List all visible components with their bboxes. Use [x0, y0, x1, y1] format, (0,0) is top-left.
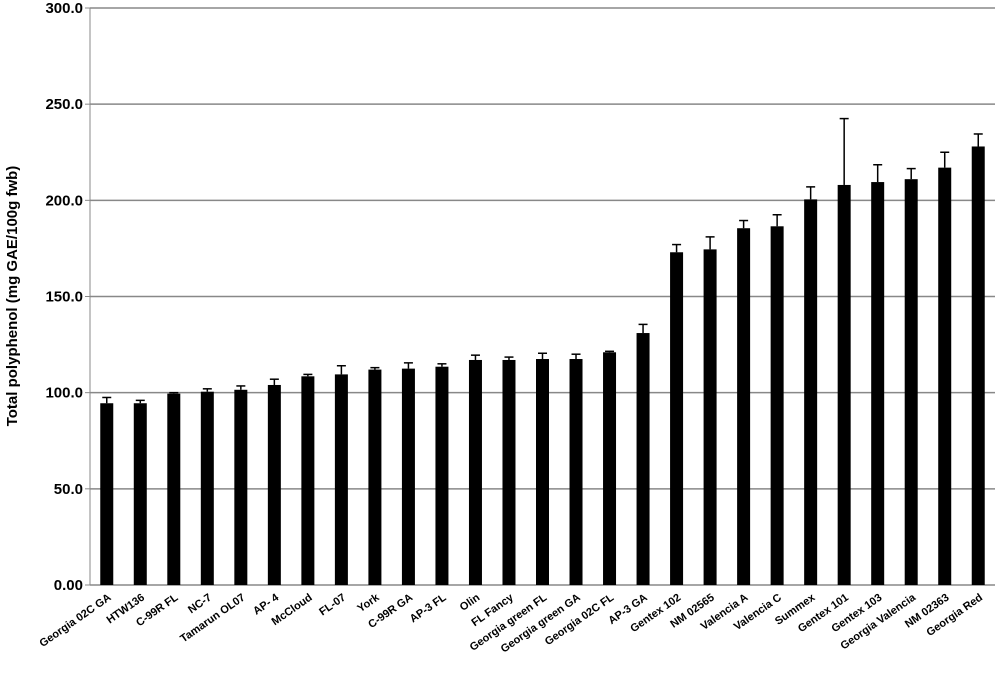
error-bar — [873, 164, 883, 183]
error-bar — [470, 354, 480, 360]
error-bar — [403, 362, 413, 369]
bar — [971, 146, 985, 586]
bar — [703, 249, 717, 585]
y-tick-labels: 0.00 50.0 100.0 150.0 200.0 250.0 300.0 — [45, 0, 83, 594]
error-bar — [336, 364, 346, 375]
y-tick-label: 100.0 — [45, 385, 83, 402]
y-tick-label: 250.0 — [45, 96, 83, 113]
bar — [100, 403, 114, 585]
y-tick-label: 50.0 — [54, 481, 83, 498]
error-bar — [705, 236, 715, 250]
bar — [401, 368, 415, 585]
bar — [938, 167, 952, 586]
bar — [536, 359, 549, 585]
bar — [167, 393, 181, 585]
x-tick-label: FL-07 — [317, 592, 348, 619]
bar — [234, 389, 248, 585]
bar — [368, 369, 382, 585]
y-tick-label: 300.0 — [45, 0, 83, 17]
bar — [301, 376, 315, 585]
bars — [100, 146, 985, 586]
x-tick-label: Olin — [458, 591, 483, 613]
x-tick-label: Tamarun OL07 — [178, 592, 247, 646]
bar — [267, 384, 281, 585]
bar — [837, 184, 851, 586]
x-tick-label: Georgia 02C GA — [37, 592, 113, 650]
error-bar — [940, 151, 950, 168]
bar — [871, 182, 885, 586]
error-bar — [202, 388, 212, 392]
error-bar — [638, 323, 648, 334]
bar — [502, 359, 516, 585]
error-bar — [839, 117, 849, 185]
bar — [904, 179, 918, 585]
y-tick-label: 200.0 — [45, 192, 83, 209]
bar — [569, 359, 583, 585]
error-bars — [102, 117, 983, 404]
bar — [670, 252, 684, 585]
error-bar — [672, 243, 682, 253]
error-bar — [236, 385, 246, 390]
error-bar — [504, 356, 514, 360]
error-bar — [538, 352, 547, 360]
y-axis-title: Total polyphenol (mg GAE/100g fwb) — [4, 166, 21, 427]
bar — [770, 226, 784, 585]
bar — [200, 391, 214, 585]
bar — [603, 352, 617, 585]
error-bar — [806, 186, 816, 200]
bar — [804, 199, 818, 585]
error-bar — [169, 391, 179, 394]
bar — [334, 374, 348, 585]
bar — [435, 366, 449, 585]
error-bar — [605, 350, 615, 353]
error-bar — [906, 167, 916, 180]
bar — [636, 333, 650, 585]
error-bar — [102, 396, 112, 404]
error-bar — [437, 363, 447, 367]
error-bar — [973, 133, 983, 147]
bar — [737, 228, 751, 585]
error-bar — [772, 214, 782, 227]
error-bar — [135, 399, 145, 404]
error-bar — [269, 378, 279, 385]
bar — [133, 403, 147, 585]
y-tick-label: 0.00 — [54, 577, 83, 594]
error-bar — [370, 366, 380, 370]
x-tick-label: AP-3 FL — [408, 591, 449, 625]
error-bar — [739, 219, 749, 229]
bar — [468, 359, 482, 585]
error-bar — [571, 353, 581, 360]
error-bar — [303, 373, 313, 377]
y-tick-label: 150.0 — [45, 289, 83, 306]
